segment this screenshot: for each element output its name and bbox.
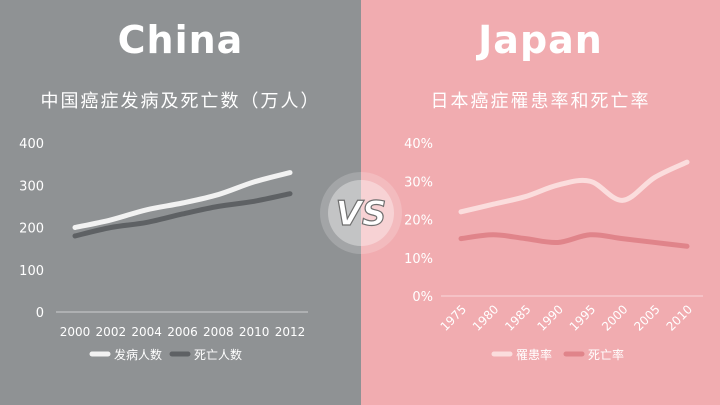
x-tick-label: 2004 [131, 325, 162, 339]
series-line-2 [72, 191, 293, 239]
japan-chart-title: 日本癌症罹患率和死亡率 [430, 91, 651, 112]
y-tick-label: 0% [412, 290, 433, 305]
japan-line-chart: 0%10%20%30%40%1975 1980 1985 1990 1995 2000 20… [404, 137, 703, 362]
china-panel: China 中国癌症发病及死亡数（万人） 0 100 200 300 400 2000 20… [0, 0, 361, 405]
china-line-chart: 0 100 200 300 400 2000 2002 2004 2006 2008 2010 201… [19, 137, 308, 362]
x-tick-label: 2010 [239, 325, 270, 339]
y-tick-label: 30% [404, 175, 433, 190]
series-line-1 [72, 170, 293, 230]
vs-glow-ring [320, 172, 402, 254]
japan-panel: Japan 日本癌症罹患率和死亡率 0% 10% 20% 30% 40% 1975 1980… [361, 0, 720, 405]
legend-label-1: 罹患率 [516, 347, 552, 362]
legend-label-1: 发病人数 [114, 347, 162, 362]
legend-label-2: 死亡人数 [194, 347, 242, 362]
x-tick-label: 2002 [96, 325, 127, 339]
x-tick-label: 1990 [534, 302, 565, 333]
china-heading: China [117, 18, 244, 62]
x-tick-label: 1995 [567, 302, 598, 333]
x-tick-label: 1975 [438, 302, 469, 333]
series-line-2 [458, 232, 690, 249]
series-line-1 [458, 159, 690, 215]
x-tick-label: 2010 [664, 302, 695, 333]
x-tick-label: 2000 [60, 325, 91, 339]
y-tick-label: 400 [19, 137, 44, 152]
y-tick-label: 20% [404, 214, 433, 229]
y-tick-label: 200 [19, 222, 44, 237]
legend-label-2: 死亡率 [588, 347, 624, 362]
x-tick-label: 2008 [203, 325, 234, 339]
vs-inner-ring [328, 180, 394, 246]
vs-label: VS [336, 194, 387, 234]
y-tick-label: 100 [19, 264, 44, 279]
x-tick-label: 2012 [275, 325, 306, 339]
x-tick-label: 2006 [167, 325, 198, 339]
y-tick-label: 40% [404, 137, 433, 152]
y-tick-label: 300 [19, 179, 44, 194]
y-tick-label: 0 [36, 306, 44, 321]
vs-badge: VS [320, 172, 402, 254]
y-tick-label: 10% [404, 252, 433, 267]
x-tick-label: 1985 [502, 302, 533, 333]
x-tick-label: 1980 [470, 302, 501, 333]
x-tick-label: 2005 [631, 302, 662, 333]
x-tick-label: 2000 [599, 302, 630, 333]
japan-heading: Japan [478, 18, 603, 62]
china-chart-title: 中国癌症发病及死亡数（万人） [40, 91, 321, 112]
